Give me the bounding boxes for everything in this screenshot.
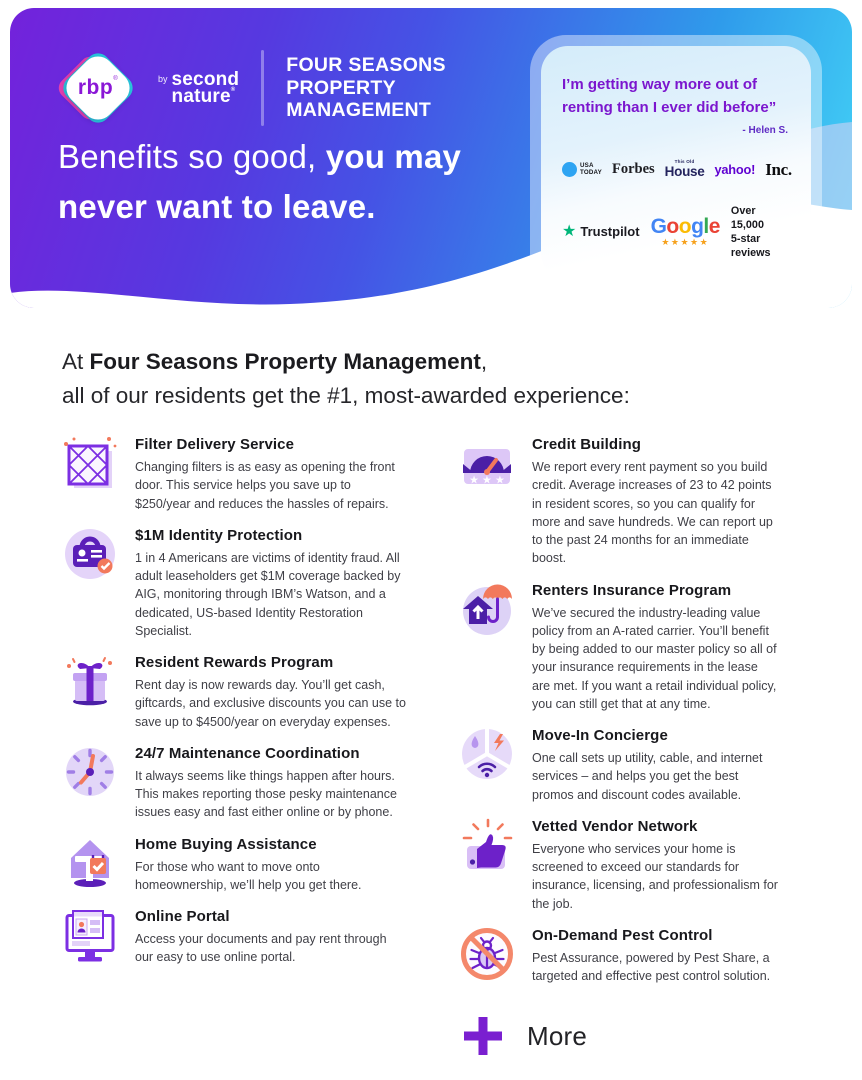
yahoo-logo: yahoo!	[714, 162, 756, 177]
benefit-title: Credit Building	[532, 436, 641, 453]
benefit-description: Pest Assurance, powered by Pest Share, a…	[532, 950, 771, 983]
rbp-wordmark: rbp	[77, 76, 114, 99]
insurance-icon	[459, 581, 515, 637]
rbp-logo: rbp ®	[54, 48, 138, 128]
benefit-item: Resident Rewards Program Rent day is now…	[62, 653, 407, 731]
reviews-row: ★ Trustpilot Google ★★★★★ Over 15,000 5-…	[562, 204, 790, 260]
filter-icon	[62, 435, 118, 491]
intro-heading: At Four Seasons Property Management, all…	[62, 349, 630, 408]
benefit-title: On-Demand Pest Control	[532, 926, 713, 944]
registered-mark: ®	[230, 87, 236, 93]
reviews-count: Over 15,000 5-star reviews	[730, 204, 771, 259]
benefit-description: We’ve secured the industry-leading value…	[532, 605, 777, 711]
benefit-title: 24/7 Maintenance Coordination	[135, 744, 360, 762]
this-old-house-logo: This Old House	[664, 159, 705, 180]
benefits-column-left: Filter Delivery Service Changing filters…	[62, 435, 407, 1056]
brand-name-line1: second	[171, 68, 240, 90]
company-name-inline: Four Seasons Property Management	[89, 349, 481, 374]
trustpilot-star-icon: ★	[562, 222, 577, 240]
benefit-title: Renters Insurance Program	[532, 581, 732, 599]
hero-banner: rbp ® by second nature® FOUR SEASONS PROP…	[10, 8, 852, 308]
benefit-item: Online Portal Access your documents and …	[62, 907, 407, 967]
concierge-icon	[459, 726, 515, 782]
benefit-description: Changing filters is as easy as opening t…	[135, 460, 395, 511]
benefit-title: Move-In Concierge	[532, 727, 668, 744]
benefit-title: Resident Rewards Program	[135, 654, 334, 671]
home-buying-icon	[62, 835, 118, 891]
trustpilot-logo: ★ Trustpilot	[562, 222, 640, 240]
benefit-item: 24/7 Maintenance Coordination It always …	[62, 744, 407, 822]
usa-today-logo: USA TODAY	[562, 162, 602, 177]
hero-headline: Benefits so good, you may never want to …	[58, 138, 462, 225]
testimonial-attribution: - Helen S.	[742, 124, 788, 136]
benefit-item: Move-In Concierge One call sets up utili…	[459, 726, 779, 804]
more-label: More	[527, 1020, 588, 1051]
second-nature-logo: by second nature®	[158, 68, 240, 107]
online-portal-icon	[62, 907, 118, 963]
brand-row: rbp ® by second nature® FOUR SEASONS PROP…	[54, 48, 446, 128]
benefit-item: On-Demand Pest Control Pest Assurance, p…	[459, 926, 779, 986]
benefit-item: Vetted Vendor Network Everyone who servi…	[459, 817, 779, 913]
by-label: by	[158, 73, 168, 84]
benefit-title: Filter Delivery Service	[135, 436, 295, 453]
plus-icon	[463, 1016, 503, 1056]
benefit-title: Vetted Vendor Network	[532, 817, 698, 835]
maintenance-icon	[62, 744, 118, 800]
press-logos: USA TODAY Forbes This Old House yahoo! I…	[562, 159, 792, 180]
benefit-item: Home Buying Assistance For those who wan…	[62, 835, 407, 895]
benefit-description: Everyone who services your home is scree…	[532, 841, 778, 911]
google-logo: Google ★★★★★	[650, 215, 721, 248]
benefit-item: ★ ★ ★ Credit Building We report every re…	[459, 435, 779, 568]
identity-icon	[62, 526, 118, 582]
vendor-icon	[459, 817, 515, 873]
credit-icon: ★ ★ ★	[459, 435, 515, 491]
usa-today-circle-icon	[562, 162, 577, 177]
pest-icon	[459, 926, 515, 982]
inc-logo: Inc.	[765, 159, 792, 179]
benefit-item: Filter Delivery Service Changing filters…	[62, 435, 407, 513]
benefit-title: $1M Identity Protection	[135, 526, 303, 544]
benefit-description: It always seems like things happen after…	[135, 768, 397, 820]
testimonial-quote: I’m getting way more out of renting than…	[562, 76, 777, 117]
benefit-item: Renters Insurance Program We’ve secured …	[459, 581, 779, 714]
logo-divider	[261, 50, 265, 126]
brand-name-line2: nature	[171, 86, 231, 107]
benefits-section: Filter Delivery Service Changing filters…	[62, 435, 822, 1056]
svg-text:★ ★ ★: ★ ★ ★	[469, 475, 505, 487]
benefit-title: Home Buying Assistance	[135, 835, 317, 853]
benefit-title: Online Portal	[135, 908, 230, 925]
benefit-description: 1 in 4 Americans are victims of identity…	[135, 550, 401, 638]
benefit-description: Access your documents and pay rent throu…	[135, 932, 387, 965]
benefit-description: One call sets up utility, cable, and int…	[532, 751, 763, 802]
benefit-description: We report every rent payment so you buil…	[532, 460, 773, 566]
rewards-icon	[62, 653, 118, 709]
google-stars-icon: ★★★★★	[661, 237, 710, 248]
more-row: More	[459, 1016, 779, 1056]
benefit-description: For those who want to move onto homeowne…	[135, 859, 362, 892]
benefits-column-right: ★ ★ ★ Credit Building We report every re…	[459, 435, 779, 1056]
benefit-item: $1M Identity Protection 1 in 4 Americans…	[62, 526, 407, 640]
testimonial-card: I’m getting way more out of renting than…	[530, 35, 822, 291]
benefit-description: Rent day is now rewards day. You’ll get …	[135, 678, 406, 729]
company-name: FOUR SEASONS PROPERTY MANAGEMENT	[286, 53, 446, 122]
forbes-logo: Forbes	[611, 161, 655, 177]
registered-mark: ®	[113, 76, 119, 82]
